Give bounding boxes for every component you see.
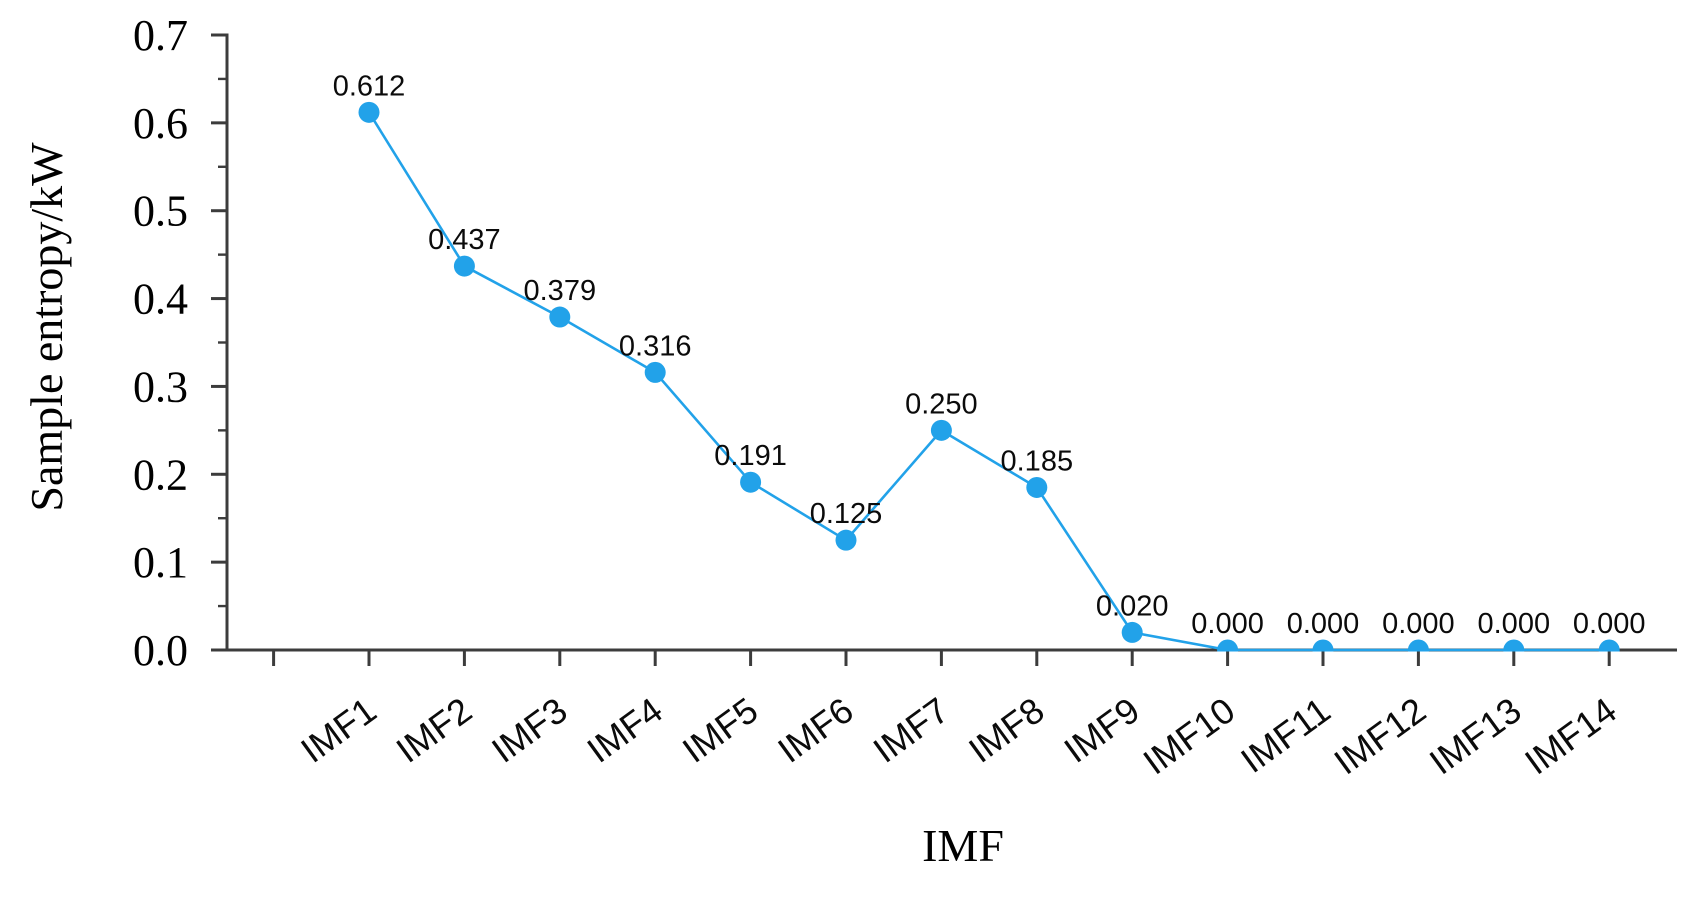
y-tick-label: 0.4: [133, 275, 188, 324]
data-point-label: 0.185: [1001, 445, 1074, 477]
data-point-marker: [1407, 639, 1429, 652]
category-label: IMF5: [675, 689, 765, 770]
category-label: IMF12: [1326, 689, 1433, 782]
point-labels: 0.612 0.437 0.379 0.316 0.191 0.125 0.250 0.185…: [333, 70, 1646, 640]
data-point-label: 0.000: [1382, 608, 1455, 640]
y-tick-label: 0.7: [133, 11, 188, 60]
data-point-marker: [930, 419, 952, 441]
data-point-marker: [453, 255, 475, 277]
data-point-label: 0.000: [1191, 608, 1264, 640]
data-point-marker: [1121, 621, 1143, 643]
y-tick-label: 0.3: [133, 362, 188, 411]
data-point-label: 0.316: [619, 330, 692, 362]
category-label: IMF7: [866, 689, 956, 770]
data-point-marker: [1598, 639, 1620, 652]
category-label: IMF2: [389, 689, 479, 770]
data-point-marker: [358, 101, 380, 123]
y-tick-label: 0.0: [133, 626, 188, 675]
x-axis-title: IMF: [922, 820, 1004, 871]
category-label: IMF13: [1422, 689, 1529, 782]
category-label: IMF9: [1056, 689, 1146, 770]
y-tick-label: 0.5: [133, 187, 188, 236]
data-point-marker: [835, 529, 857, 551]
data-point-label: 0.191: [714, 440, 787, 472]
series-polyline: [367, 111, 1611, 652]
data-point-marker: [1217, 639, 1239, 652]
data-point-marker: [1312, 639, 1334, 652]
category-label: IMF14: [1517, 689, 1624, 782]
category-label: IMF4: [579, 689, 669, 770]
data-point-label: 0.379: [524, 275, 597, 307]
data-point-label: 0.000: [1478, 608, 1551, 640]
x-axis: IMF1 IMF2 IMF3 IMF4 IMF5 IMF6 IMF7 IMF8 IMF9IMF1…: [225, 648, 1677, 782]
data-point-marker: [549, 306, 571, 328]
category-label: IMF11: [1233, 689, 1337, 781]
data-point-marker: [1026, 476, 1048, 498]
data-point-label: 0.125: [810, 498, 883, 530]
data-point-marker: [644, 361, 666, 383]
data-point-label: 0.250: [905, 388, 978, 420]
category-label: IMF1: [293, 689, 383, 770]
category-label: IMF8: [961, 689, 1051, 770]
data-point-label: 0.437: [428, 224, 501, 256]
y-tick-label: 0.2: [133, 450, 188, 499]
category-label: IMF3: [484, 689, 574, 770]
y-axis-title: Sample entropy/kW: [21, 142, 72, 512]
data-series: [358, 101, 1620, 652]
data-point-label: 0.000: [1573, 608, 1646, 640]
data-point-marker: [740, 471, 762, 493]
data-point-label: 0.612: [333, 70, 406, 102]
category-label: IMF10: [1136, 689, 1243, 782]
y-tick-label: 0.6: [133, 99, 188, 148]
data-point-marker: [1503, 639, 1525, 652]
y-axis: 0.0 0.1 0.2 0.3 0.4 0.5 0.6 0.7: [133, 11, 229, 675]
data-point-label: 0.020: [1096, 590, 1169, 622]
category-label: IMF6: [770, 689, 860, 770]
data-point-label: 0.000: [1287, 608, 1360, 640]
y-tick-label: 0.1: [133, 538, 188, 587]
